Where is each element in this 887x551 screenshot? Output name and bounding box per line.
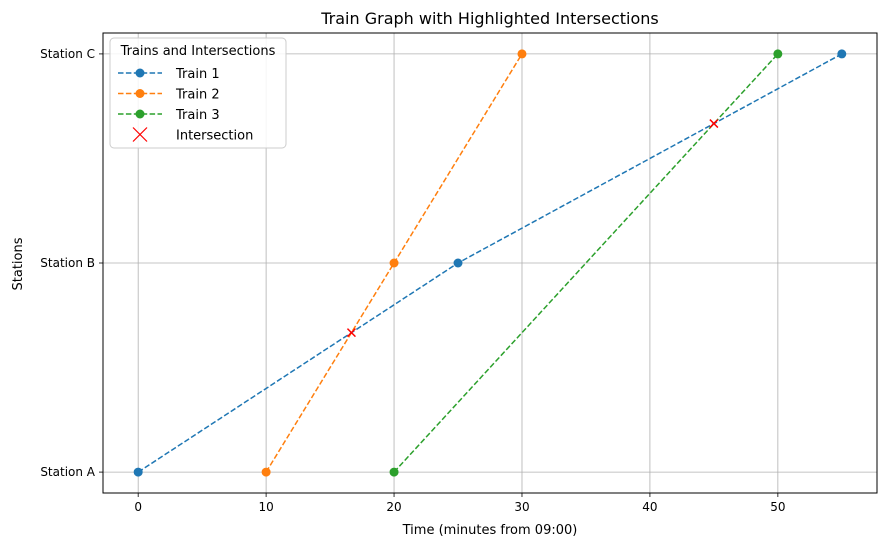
x-tick-label: 10: [258, 500, 273, 514]
legend-label-intersection: Intersection: [176, 129, 253, 144]
legend-entry-train-3: Train 3: [118, 108, 220, 123]
legend-entry-intersection: Intersection: [132, 127, 253, 144]
y-tick-label: Station B: [40, 256, 95, 270]
chart-title: Train Graph with Highlighted Intersectio…: [320, 9, 659, 28]
legend-label-train-3: Train 3: [175, 108, 220, 123]
y-axis-ticks: Station A Station B Station C: [40, 47, 103, 479]
x-axis-ticks: 0 10 20 30 40 50: [134, 493, 785, 514]
x-axis-label: Time (minutes from 09:00): [402, 523, 578, 538]
x-tick-label: 50: [770, 500, 785, 514]
legend-marker-train-2: [135, 89, 145, 98]
legend-entry-train-2: Train 2: [118, 88, 220, 103]
legend-box: [109, 37, 287, 149]
intersection-marker: [346, 328, 356, 338]
legend-label-train-1: Train 1: [175, 67, 220, 82]
legend-entry-train-1: Train 1: [118, 67, 220, 82]
x-tick-label: 40: [642, 500, 657, 514]
intersection-marker-stroke: [346, 328, 356, 338]
legend-marker-train-3: [135, 109, 145, 119]
y-tick-label: Station A: [40, 465, 95, 479]
train-1-point: [453, 258, 463, 268]
train-2-point: [261, 467, 271, 477]
legend-title: Trains and Intersections: [120, 44, 276, 59]
train-2-point: [517, 49, 527, 59]
legend-marker-train-1: [135, 68, 145, 78]
intersection-marker-stroke: [709, 119, 719, 129]
train-2-point: [389, 258, 399, 268]
train-1-point: [837, 49, 847, 59]
train-3-point: [773, 49, 783, 59]
intersection-layer: [346, 119, 719, 338]
y-tick-label: Station C: [40, 47, 95, 61]
x-tick-label: 30: [514, 500, 529, 514]
legend-label-train-2: Train 2: [175, 88, 220, 103]
y-axis-label: Stations: [11, 237, 26, 290]
x-tick-label: 0: [134, 500, 142, 514]
intersection-marker: [709, 119, 719, 129]
legend-marker-intersection: [132, 127, 148, 142]
train-3-point: [389, 467, 399, 477]
x-tick-label: 20: [386, 500, 401, 514]
legend-entries: Train 1 Train 2 Train 3 Intersection: [118, 67, 253, 144]
train-1-point: [133, 467, 143, 477]
